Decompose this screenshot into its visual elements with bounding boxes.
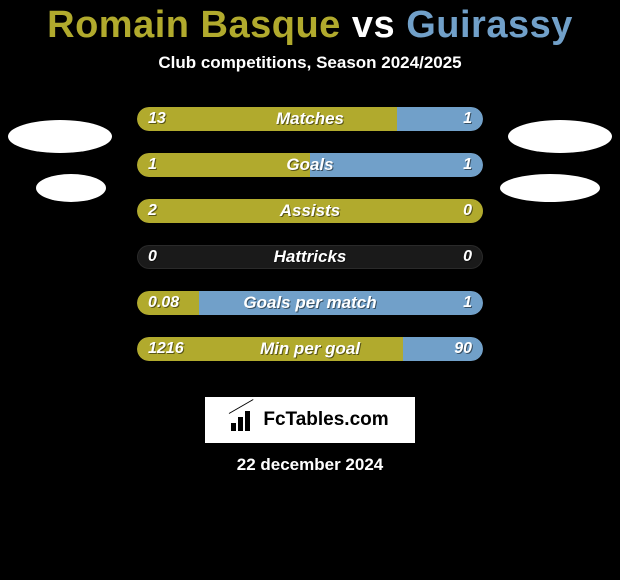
player2-club-logo <box>500 174 600 202</box>
stat-row: 20Assists <box>0 199 620 223</box>
stat-value-right: 1 <box>463 153 472 177</box>
bar-track <box>137 153 483 177</box>
bar-left <box>137 153 310 177</box>
stat-value-left: 0 <box>148 245 157 269</box>
player1-name: Romain Basque <box>47 4 341 46</box>
page-title: Romain Basque vs Guirassy <box>0 4 620 47</box>
stat-value-right: 0 <box>463 199 472 223</box>
bar-track <box>137 337 483 361</box>
bar-left <box>137 107 397 131</box>
bar-track <box>137 199 483 223</box>
comparison-infographic: Romain Basque vs Guirassy Club competiti… <box>0 0 620 580</box>
bar-left <box>137 199 483 223</box>
stat-value-left: 1216 <box>148 337 184 361</box>
bar-track <box>137 107 483 131</box>
logo-chart-icon <box>231 409 257 431</box>
stat-row: 121690Min per goal <box>0 337 620 361</box>
site-logo: FcTables.com <box>205 397 415 443</box>
stat-row: 131Matches <box>0 107 620 131</box>
player2-name: Guirassy <box>406 4 573 46</box>
stat-value-left: 13 <box>148 107 166 131</box>
stat-value-left: 1 <box>148 153 157 177</box>
date: 22 december 2024 <box>0 455 620 475</box>
subtitle: Club competitions, Season 2024/2025 <box>0 53 620 73</box>
stat-value-right: 90 <box>454 337 472 361</box>
bar-track <box>137 291 483 315</box>
vs-separator: vs <box>352 4 395 46</box>
stat-row: 00Hattricks <box>0 245 620 269</box>
stat-value-right: 1 <box>463 291 472 315</box>
stat-value-right: 0 <box>463 245 472 269</box>
bar-track <box>137 245 483 269</box>
stat-value-left: 0.08 <box>148 291 179 315</box>
player1-club-logo <box>36 174 106 202</box>
stat-row: 11Goals <box>0 153 620 177</box>
bar-right <box>199 291 483 315</box>
stat-value-left: 2 <box>148 199 157 223</box>
bar-right <box>310 153 483 177</box>
stat-value-right: 1 <box>463 107 472 131</box>
stat-row: 0.081Goals per match <box>0 291 620 315</box>
logo-text: FcTables.com <box>263 409 388 431</box>
